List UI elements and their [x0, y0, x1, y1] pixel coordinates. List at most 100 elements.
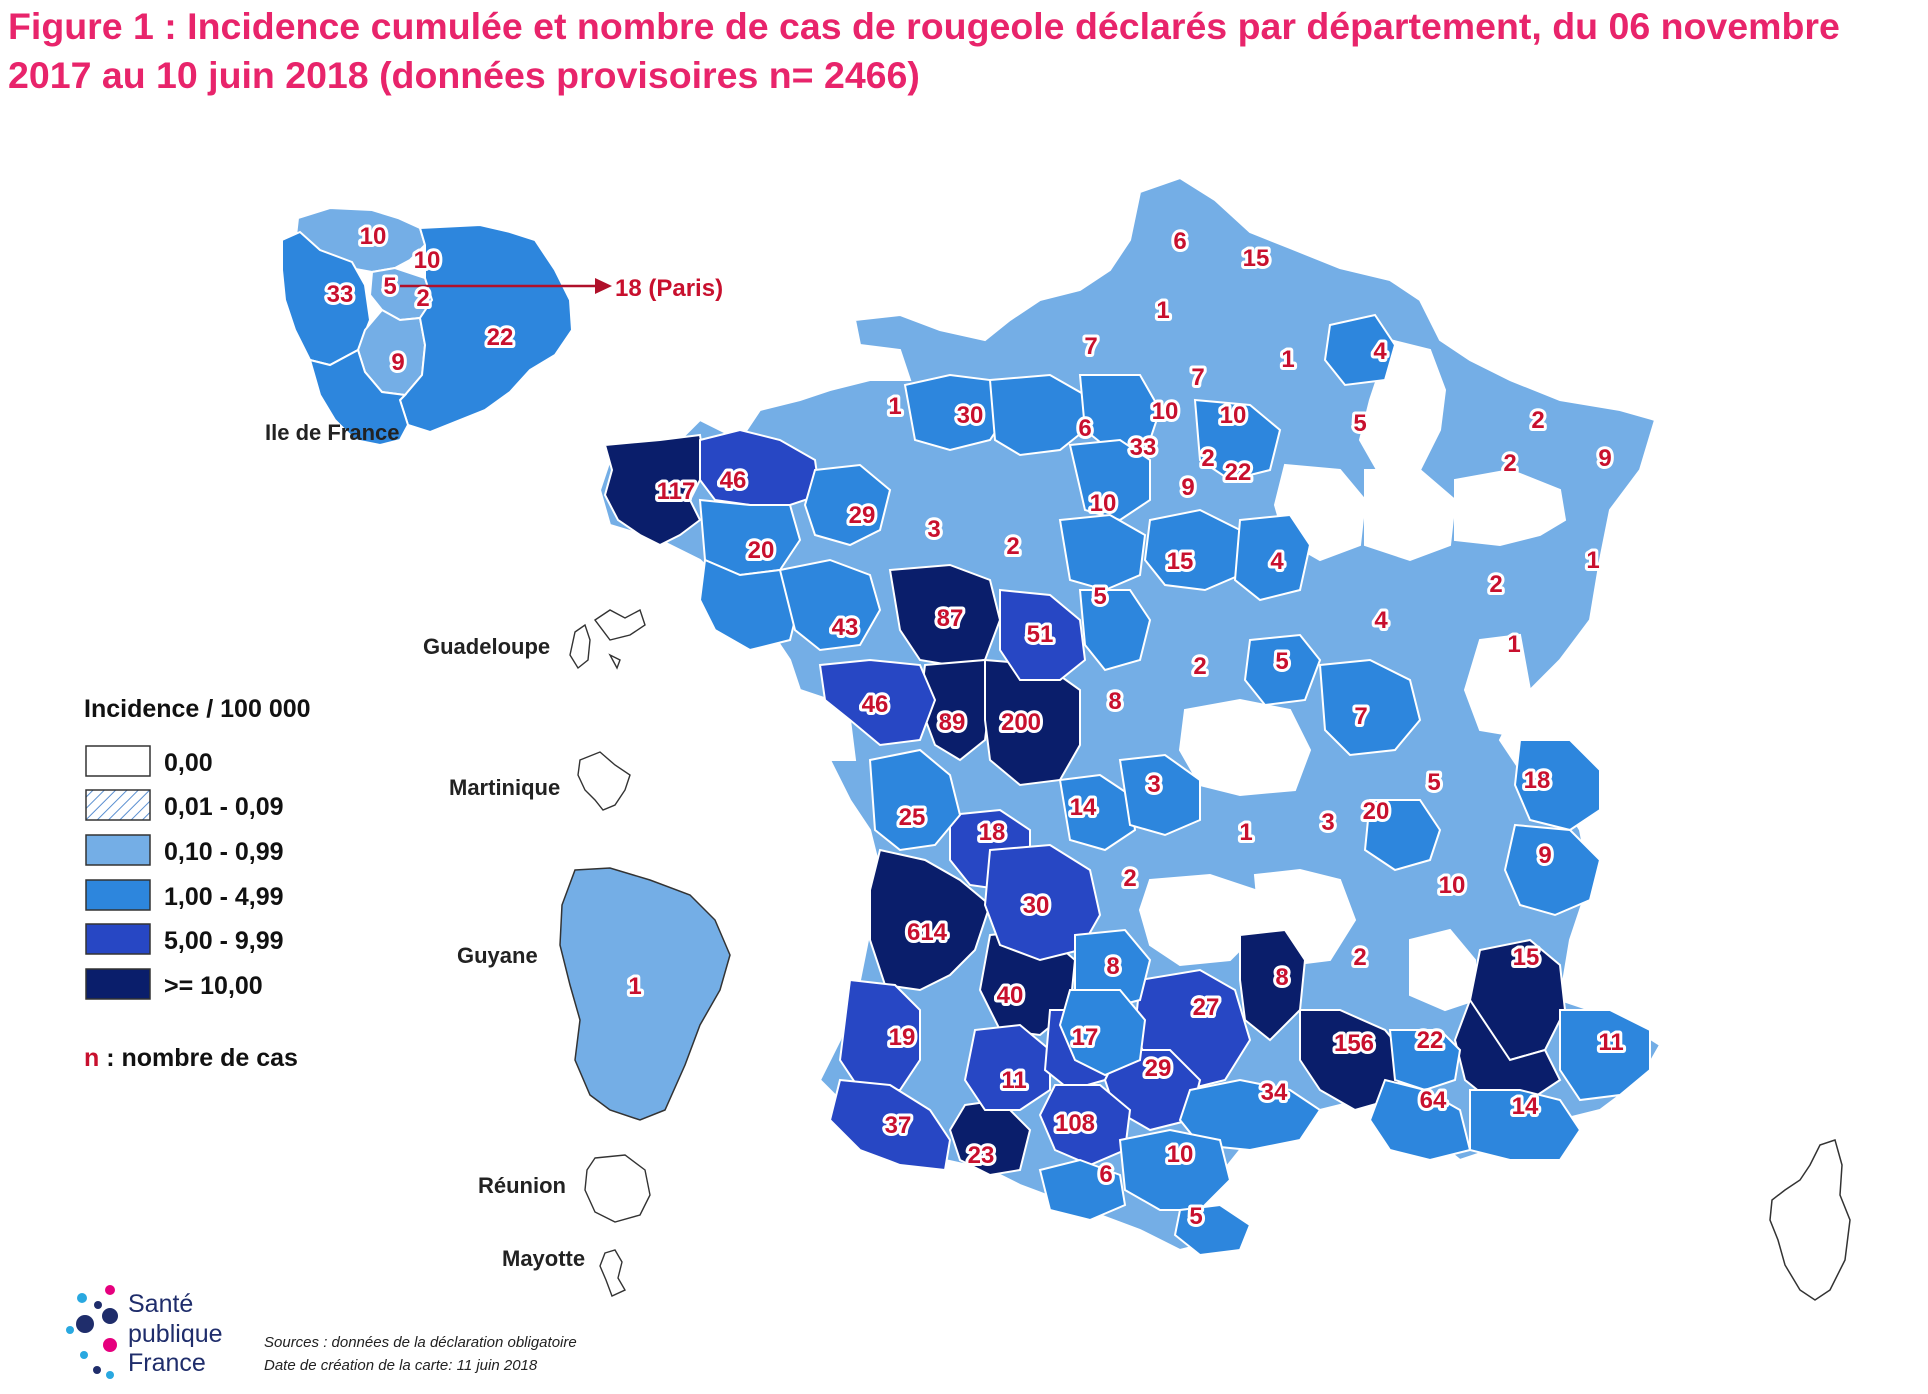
dept-count: 34 [1261, 1079, 1288, 1106]
sources-line-2: Date de création de la carte: 11 juin 20… [264, 1357, 538, 1374]
dept-count: 2 [1193, 653, 1206, 680]
dept-count: 25 [899, 804, 926, 831]
dept-eure [1058, 513, 1147, 592]
department-counts: 6 15 1 7 1 4 7 1 30 6 10 10 5 2 2 9 33 2… [654, 225, 1627, 1233]
legend-label-0: 0,00 [164, 749, 213, 777]
dept-loire-atlantique [698, 558, 802, 652]
dept-count: 8 [1275, 964, 1288, 991]
dept-count: 2 [1503, 450, 1516, 477]
dept-count: 27 [1193, 994, 1220, 1021]
dept-pyrenees-atlantiques [828, 1078, 952, 1172]
paris-label: 18 (Paris) [615, 275, 723, 302]
dept-count: 9 [1538, 842, 1551, 869]
dept-bouches-du-rhone [1388, 1029, 1462, 1092]
dept-calvados [988, 373, 1086, 457]
dept-count: 51 [1027, 621, 1054, 648]
legend-note: n : nombre de cas [84, 1044, 298, 1072]
dept-mayenne [803, 463, 892, 547]
dept-count: 46 [720, 467, 747, 494]
dept-count: 89 [939, 709, 966, 736]
dept-count: 5 [1275, 648, 1288, 675]
dept-count: 9 [1181, 474, 1194, 501]
martinique-label: Martinique [449, 775, 560, 800]
ile-de-france-inset: 10 10 33 5 2 22 9 18 (Paris) Ile de Fran… [265, 206, 726, 447]
dept-count: 7 [1354, 703, 1367, 730]
dept-count: 15 [1167, 548, 1194, 575]
dept-count: 117 [657, 478, 696, 505]
dept-count: 15 [1243, 245, 1270, 272]
dept-count: 156 [1334, 1030, 1374, 1057]
guyane-count: 1 [628, 973, 641, 1000]
dept-isere [1058, 989, 1147, 1077]
dept-count: 7 [1084, 333, 1097, 360]
dept-count: 5 [1353, 410, 1366, 437]
dept-count: 20 [1363, 798, 1390, 825]
mayotte-label: Mayotte [502, 1246, 585, 1271]
logo-line-1: Santé [128, 1290, 193, 1318]
dept-count: 29 [849, 502, 876, 529]
dept-count: 43 [832, 614, 859, 641]
dept-count: 2 [1123, 865, 1136, 892]
dept-count: 18 [979, 819, 1006, 846]
sources-line-1: Sources : données de la déclaration obli… [264, 1334, 577, 1351]
guyane-label: Guyane [457, 943, 538, 968]
figure-title: Figure 1 : Incidence cumulée et nombre d… [8, 5, 1840, 96]
legend-label-1: 0,01 - 0,09 [164, 793, 284, 821]
legend-swatch-1 [85, 789, 151, 821]
legend-swatch-0 [85, 745, 151, 777]
corsica [1769, 1139, 1851, 1301]
dept-count: 10 [1167, 1141, 1194, 1168]
dept-ardennes [1323, 313, 1397, 387]
legend-swatch-5 [85, 968, 151, 1000]
dept-charente-maritime [868, 748, 962, 852]
dept-haute-savoie [1503, 823, 1602, 917]
dept-morbihan [778, 558, 882, 652]
reunion-label: Réunion [478, 1173, 566, 1198]
idf-count: 2 [416, 285, 429, 312]
dept-haute-vienne [1058, 773, 1137, 852]
dept-count: 14 [1512, 1093, 1539, 1120]
dept-ariege [1038, 1158, 1127, 1222]
dept-count: 1 [1586, 547, 1599, 574]
dept-count: 40 [997, 982, 1024, 1009]
dept-cotes-darmor [699, 428, 822, 506]
guadeloupe-label: Guadeloupe [423, 634, 550, 659]
dept-count: 4 [1374, 607, 1388, 634]
martinique-shape [577, 751, 631, 811]
dept-count: 200 [1001, 709, 1041, 736]
dept-yonne [1233, 513, 1312, 602]
dept-count: 10 [1090, 490, 1117, 517]
legend-label-2: 0,10 - 0,99 [164, 838, 284, 866]
dept-maine-et-loire [1078, 589, 1152, 672]
dept-count: 4 [1270, 548, 1284, 575]
dept-aude [1118, 1128, 1232, 1211]
dept-cantal [1138, 873, 1262, 967]
dept-count: 1 [1239, 819, 1252, 846]
overseas-territories: Guadeloupe Martinique 1 Guyane Réunion M… [423, 608, 731, 1297]
dept-cote-dor [1318, 658, 1422, 757]
dept-aisne-marne [1193, 398, 1282, 482]
dept-count: 108 [1055, 1110, 1095, 1137]
mayotte-shape [599, 1249, 626, 1297]
dept-tarn-et-garonne [1038, 1084, 1132, 1167]
legend: Incidence / 100 000 0,00 0,01 - 0,09 0,1… [84, 695, 311, 1072]
dept-loiret [1068, 438, 1151, 522]
dept-count: 3 [927, 516, 940, 543]
dept-count: 6 [1099, 1161, 1112, 1188]
idf-count: 22 [487, 324, 514, 351]
dept-count: 19 [889, 1024, 916, 1051]
dept-finistere [603, 433, 707, 547]
legend-label-5: >= 10,00 [164, 972, 263, 1000]
dept-count: 614 [907, 919, 948, 946]
dept-count: 2 [1531, 407, 1544, 434]
logo-line-2: publique [128, 1320, 223, 1348]
legend-swatch-2 [85, 834, 151, 866]
dept-count: 2 [1006, 533, 1019, 560]
guadeloupe-shape [569, 608, 646, 670]
dept-oise [1078, 374, 1162, 452]
dept-count: 30 [1023, 892, 1050, 919]
logo-line-3: France [128, 1349, 206, 1377]
idf-count: 9 [391, 349, 404, 376]
dept-count: 4 [1373, 338, 1387, 365]
